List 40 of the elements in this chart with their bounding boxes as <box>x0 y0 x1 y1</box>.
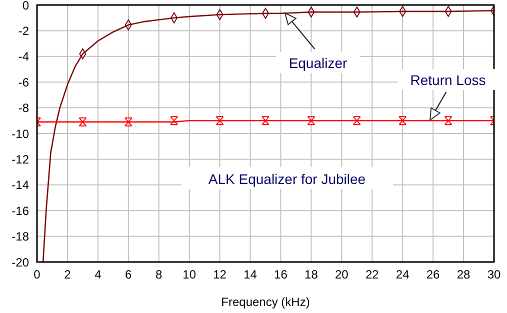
y-tick-label: -14 <box>12 178 30 192</box>
y-tick-label: -8 <box>18 101 30 116</box>
point <box>216 116 224 126</box>
y-tick-label: -10 <box>12 126 30 141</box>
y-tick-label: -16 <box>12 204 30 218</box>
x-tick-label: 26 <box>426 268 440 282</box>
y-tick-label: -20 <box>12 255 30 270</box>
y-tick-label: -2 <box>18 24 30 38</box>
x-tick-label: 14 <box>244 268 258 282</box>
point <box>78 117 87 126</box>
x-tick-label: 6 <box>125 268 132 282</box>
y-tick-label: -12 <box>12 152 30 166</box>
x-tick-label: 8 <box>156 268 163 282</box>
x-tick-label: 22 <box>365 268 380 282</box>
point <box>444 116 452 126</box>
x-axis-title: Frequency (kHz) <box>221 295 310 309</box>
x-tick-label: 18 <box>304 268 318 282</box>
y-tick-label: -4 <box>18 50 30 64</box>
y-tick-label: 0 <box>22 0 30 12</box>
y-tick-label: -18 <box>12 230 30 244</box>
point <box>124 117 132 126</box>
x-tick-label: 2 <box>64 268 72 282</box>
point <box>352 116 361 126</box>
x-tick-label: 30 <box>487 268 501 282</box>
x-tick-label: 16 <box>274 268 288 282</box>
annotation: ALK Equalizer for Jubilee <box>208 171 366 187</box>
point <box>307 116 316 126</box>
x-tick-label: 12 <box>213 268 227 282</box>
point <box>262 116 270 126</box>
point <box>398 116 407 126</box>
annotation: Equalizer <box>288 55 348 71</box>
x-tick-label: 4 <box>94 268 102 282</box>
x-tick-label: 10 <box>182 268 196 282</box>
x-tick-label: 28 <box>456 268 471 282</box>
point <box>170 116 178 126</box>
x-tick-label: 0 <box>34 268 41 282</box>
x-tick-label: 20 <box>334 268 349 282</box>
x-tick-label: 24 <box>396 268 410 282</box>
y-tick-label: -6 <box>18 75 30 90</box>
annotation: Return Loss <box>410 72 486 88</box>
